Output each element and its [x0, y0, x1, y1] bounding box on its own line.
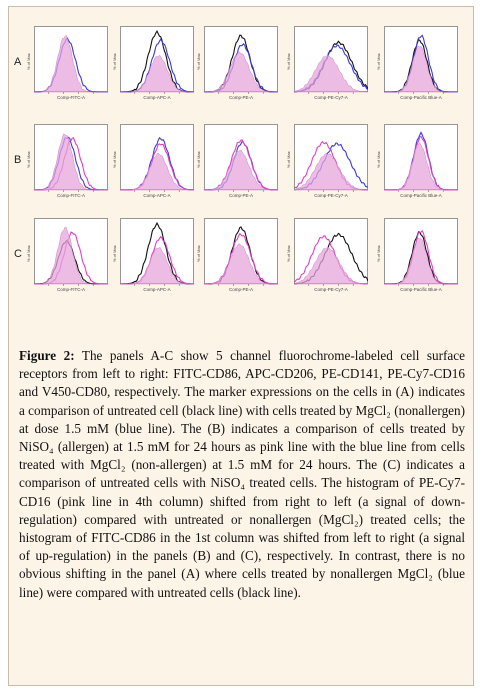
histogram-panel: % of Max Comp-PE-Cy7-A — [286, 218, 368, 292]
histogram-plot — [34, 124, 108, 192]
histogram-plot — [34, 218, 108, 286]
y-axis-label: % of Max — [196, 151, 201, 168]
x-axis-label: Comp-Pacific Blue-A — [400, 193, 442, 198]
x-axis-label: Comp-PE-Cy7-A — [314, 193, 348, 198]
histogram-plot — [204, 26, 278, 94]
fill-histogram-curve — [384, 237, 458, 285]
fill-histogram-curve — [294, 55, 368, 93]
y-axis-label: % of Max — [286, 53, 291, 70]
histogram-panel: % of Max Comp-FITC-A — [26, 124, 108, 198]
y-axis-label: % of Max — [112, 151, 117, 168]
histogram-panel: % of Max Comp-PE-Cy7-A — [286, 26, 368, 100]
figure-caption: Figure 2: The panels A-C show 5 channel … — [19, 347, 465, 602]
histogram-plot — [384, 124, 458, 192]
figure-panels: A% of Max Comp-FITC-A% of Max Comp-APC-A% … — [12, 26, 472, 331]
x-axis-label: Comp-APC-A — [143, 95, 171, 100]
histogram-plot — [384, 26, 458, 94]
y-axis-label: % of Max — [196, 53, 201, 70]
x-axis-label: Comp-APC-A — [143, 287, 171, 292]
caption-label: Figure 2: — [19, 348, 75, 363]
histogram-panel: % of Max Comp-APC-A — [112, 218, 194, 292]
histogram-plot — [294, 218, 368, 286]
histogram-panel: % of Max Comp-PE-A — [196, 26, 278, 100]
histogram-panel: % of Max Comp-PE-Cy7-A — [286, 124, 368, 198]
x-axis-label: Comp-Pacific Blue-A — [400, 287, 442, 292]
y-axis-label: % of Max — [26, 53, 31, 70]
y-axis-label: % of Max — [26, 151, 31, 168]
x-axis-label: Comp-FITC-A — [57, 95, 85, 100]
fill-histogram-curve — [34, 34, 108, 93]
y-axis-label: % of Max — [286, 151, 291, 168]
fill-histogram-curve — [204, 51, 278, 93]
histogram-panel: % of Max Comp-FITC-A — [26, 218, 108, 292]
histogram-plot — [120, 218, 194, 286]
figure-frame — [8, 6, 474, 686]
histogram-plot — [204, 218, 278, 286]
y-axis-label: % of Max — [26, 245, 31, 262]
fill-histogram-curve — [294, 246, 368, 285]
histogram-plot — [34, 26, 108, 94]
histogram-plot — [294, 124, 368, 192]
histogram-plot — [294, 26, 368, 94]
histogram-plot — [120, 124, 194, 192]
histogram-panel: % of Max Comp-APC-A — [112, 124, 194, 198]
x-axis-label: Comp-FITC-A — [57, 193, 85, 198]
row-label-b: B — [14, 154, 22, 166]
x-axis-label: Comp-Pacific Blue-A — [400, 95, 442, 100]
y-axis-label: % of Max — [376, 151, 381, 168]
histogram-plot — [120, 26, 194, 94]
histogram-panel: % of Max Comp-Pacific Blue-A — [376, 124, 458, 198]
fill-histogram-curve — [120, 247, 194, 285]
fill-histogram-curve — [34, 226, 108, 285]
fill-histogram-curve — [120, 152, 194, 191]
y-axis-label: % of Max — [112, 53, 117, 70]
fill-histogram-curve — [120, 54, 194, 93]
x-axis-label: Comp-PE-A — [228, 287, 253, 292]
x-axis-label: Comp-FITC-A — [57, 287, 85, 292]
histogram-panel: % of Max Comp-Pacific Blue-A — [376, 26, 458, 100]
fill-histogram-curve — [384, 45, 458, 93]
y-axis-label: % of Max — [376, 245, 381, 262]
histogram-plot — [384, 218, 458, 286]
x-axis-label: Comp-PE-A — [228, 95, 253, 100]
row-label-a: A — [14, 56, 22, 68]
row-label-c: C — [14, 248, 22, 260]
histogram-panel: % of Max Comp-FITC-A — [26, 26, 108, 100]
fill-histogram-curve — [34, 133, 108, 191]
y-axis-label: % of Max — [286, 245, 291, 262]
x-axis-label: Comp-APC-A — [143, 193, 171, 198]
histogram-panel: % of Max Comp-PE-A — [196, 124, 278, 198]
fill-histogram-curve — [204, 243, 278, 285]
histogram-panel: % of Max Comp-PE-A — [196, 218, 278, 292]
fill-histogram-curve — [294, 152, 368, 191]
y-axis-label: % of Max — [196, 245, 201, 262]
x-axis-label: Comp-PE-Cy7-A — [314, 95, 348, 100]
fill-histogram-curve — [204, 149, 278, 191]
x-axis-label: Comp-PE-Cy7-A — [314, 287, 348, 292]
x-axis-label: Comp-PE-A — [228, 193, 253, 198]
caption-text: The panels A-C show 5 channel fluorochro… — [19, 348, 465, 600]
y-axis-label: % of Max — [376, 53, 381, 70]
histogram-panel: % of Max Comp-Pacific Blue-A — [376, 218, 458, 292]
y-axis-label: % of Max — [112, 245, 117, 262]
histogram-plot — [204, 124, 278, 192]
fill-histogram-curve — [384, 142, 458, 191]
histogram-panel: % of Max Comp-APC-A — [112, 26, 194, 100]
